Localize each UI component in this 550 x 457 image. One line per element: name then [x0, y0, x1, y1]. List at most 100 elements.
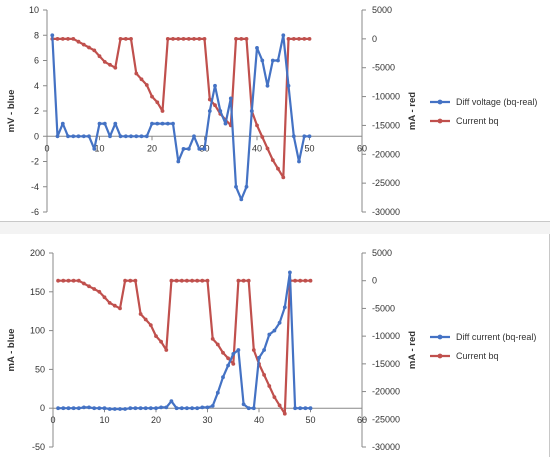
data-point-diff — [174, 406, 179, 411]
data-point-current-bq — [239, 37, 244, 41]
data-point-current-bq — [210, 337, 215, 341]
data-point-current-bq — [139, 77, 144, 82]
data-point-diff — [223, 121, 228, 126]
data-point-diff — [171, 121, 175, 126]
y-tick-label-right: -10000 — [372, 331, 400, 341]
data-point-current-bq — [56, 278, 60, 283]
data-point-diff — [276, 58, 280, 63]
data-point-current-bq — [97, 54, 102, 59]
data-point-current-bq — [143, 317, 148, 322]
data-point-current-bq — [107, 301, 112, 305]
data-point-current-bq — [270, 158, 275, 163]
chart-panel-bottom: -50 0 50 100 150 200 -30000 -25000 -20000 -15000-… — [0, 234, 550, 457]
data-point-current-bq — [55, 37, 60, 41]
current-chart: -50050100150200-30000-25000-20000-15000-… — [6, 248, 536, 452]
data-point-current-bq — [281, 175, 286, 180]
y-tick-label-left: 0 — [34, 131, 39, 141]
data-point-current-bq — [133, 278, 138, 283]
data-point-current-bq — [244, 37, 249, 41]
x-tick-label: 50 — [305, 415, 315, 425]
data-point-current-bq — [174, 278, 179, 283]
data-point-current-bq — [190, 278, 195, 283]
data-point-current-bq — [215, 342, 220, 347]
data-point-diff — [169, 399, 174, 404]
x-tick-label: 40 — [252, 143, 262, 153]
data-point-current-bq — [241, 278, 246, 283]
data-point-current-bq — [123, 278, 127, 283]
chart-panel-top: -6 -4 -2 0 2 4 6 8 10 -30000 -25000 -20000 -15000 -10… — [0, 0, 550, 221]
data-point-current-bq — [192, 37, 196, 41]
data-point-diff — [150, 121, 154, 126]
data-point-current-bq — [303, 278, 308, 283]
data-point-diff — [87, 134, 91, 139]
data-point-diff — [218, 109, 223, 113]
data-point-current-bq — [282, 411, 287, 416]
data-point-diff — [255, 46, 259, 50]
data-point-current-bq — [231, 362, 236, 366]
legend-swatch-marker — [437, 118, 443, 124]
legend-swatch-marker — [437, 99, 443, 105]
data-point-current-bq — [129, 37, 133, 41]
data-point-current-bq — [160, 109, 165, 113]
data-point-current-bq — [267, 384, 272, 388]
y-tick-label-left: 0 — [40, 403, 45, 413]
data-point-diff — [128, 406, 133, 411]
data-point-diff — [138, 406, 143, 411]
y-tick-label-right: -30000 — [372, 442, 400, 452]
data-point-diff — [251, 406, 256, 411]
data-point-diff — [286, 83, 291, 88]
data-point-current-bq — [221, 350, 225, 355]
data-point-current-bq — [262, 373, 266, 377]
data-point-current-bq — [92, 287, 97, 291]
data-point-diff — [102, 406, 107, 411]
data-point-diff — [257, 355, 261, 360]
data-point-current-bq — [102, 60, 107, 64]
data-point-current-bq — [87, 284, 91, 289]
series-line-diff — [58, 271, 311, 411]
data-point-current-bq — [297, 37, 301, 41]
y-tick-label-left: 6 — [34, 56, 39, 66]
data-point-diff — [272, 328, 277, 333]
data-point-diff — [102, 121, 107, 126]
y-tick-label-left: 2 — [34, 106, 39, 116]
data-point-current-bq — [118, 306, 122, 311]
x-tick-label: 60 — [357, 415, 367, 425]
data-point-diff — [228, 96, 233, 101]
y-tick-label-left: -2 — [31, 157, 39, 167]
data-point-current-bq — [112, 303, 117, 308]
data-point-diff — [221, 375, 225, 380]
data-point-diff — [81, 134, 86, 139]
data-point-current-bq — [234, 37, 238, 41]
data-point-current-bq — [113, 65, 118, 70]
data-point-diff — [160, 121, 165, 126]
legend-label: Diff voltage (bq-real) — [456, 97, 537, 107]
data-point-current-bq — [154, 334, 158, 338]
y-tick-label-left: 10 — [29, 5, 39, 15]
data-point-current-bq — [71, 37, 76, 41]
data-point-diff — [71, 134, 76, 139]
data-point-diff — [241, 402, 246, 407]
data-point-diff — [277, 320, 282, 325]
y-tick-label-left: 4 — [34, 81, 39, 91]
data-point-diff — [50, 33, 55, 38]
data-point-diff — [61, 406, 66, 411]
y-tick-label-right: -5000 — [372, 63, 395, 73]
data-point-diff — [281, 33, 286, 38]
data-point-current-bq — [207, 97, 212, 102]
y-axis-title-right: mA - red — [407, 92, 418, 130]
y-tick-label-right: -30000 — [372, 207, 400, 217]
data-point-diff — [66, 406, 71, 411]
data-point-current-bq — [97, 289, 102, 294]
data-point-current-bq — [260, 135, 265, 139]
y-axis-title-left: mV - blue — [6, 90, 17, 133]
x-tick-label: 50 — [304, 143, 314, 153]
data-point-diff — [108, 134, 112, 139]
data-point-diff — [112, 407, 117, 411]
data-point-current-bq — [123, 37, 128, 41]
data-point-diff — [210, 404, 215, 408]
data-point-current-bq — [205, 278, 210, 283]
data-point-diff — [265, 83, 270, 88]
data-point-diff — [267, 332, 272, 337]
data-point-current-bq — [186, 37, 191, 41]
data-point-diff — [297, 159, 301, 164]
